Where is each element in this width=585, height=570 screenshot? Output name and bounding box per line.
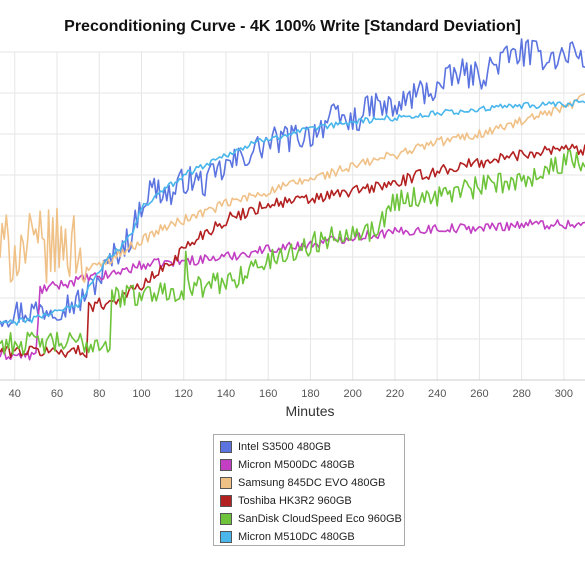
legend-swatch <box>220 441 232 453</box>
x-tick-label: 120 <box>175 388 193 400</box>
series-line-toshiba-hk3r2-960gb <box>0 143 585 359</box>
legend-item-intel-s3500[interactable]: Intel S3500 480GB <box>220 438 404 456</box>
chart-title: Preconditioning Curve - 4K 100% Write [S… <box>64 18 521 35</box>
legend-label: Toshiba HK3R2 960GB <box>238 495 352 507</box>
legend: Intel S3500 480GB Micron M500DC 480GB Sa… <box>213 434 405 546</box>
legend-swatch <box>220 531 232 543</box>
x-tick-label: 140 <box>217 388 235 400</box>
legend-swatch <box>220 459 232 471</box>
x-tick-label: 260 <box>470 388 488 400</box>
x-tick-label: 40 <box>9 388 21 400</box>
x-axis-label: Minutes <box>285 403 335 419</box>
x-tick-label: 220 <box>386 388 404 400</box>
legend-item-samsung-845dc[interactable]: Samsung 845DC EVO 480GB <box>220 474 404 492</box>
legend-label: Intel S3500 480GB <box>238 441 331 453</box>
legend-item-micron-m500dc[interactable]: Micron M500DC 480GB <box>220 456 404 474</box>
x-tick-label: 300 <box>555 388 573 400</box>
plot-area: 40 60 80 100 120 140 160 180 200 220 240 260 280 300 <box>0 38 585 400</box>
x-axis-ticks: 40 60 80 100 120 140 160 180 200 220 240 260 280 300 <box>9 388 573 400</box>
legend-swatch <box>220 477 232 489</box>
series-line-sandisk-cloudspeed-eco-960gb <box>0 149 585 356</box>
x-tick-label: 160 <box>259 388 277 400</box>
x-tick-label: 60 <box>51 388 63 400</box>
legend-item-micron-m510dc[interactable]: Micron M510DC 480GB <box>220 528 404 546</box>
legend-label: Micron M500DC 480GB <box>238 459 355 471</box>
legend-label: Samsung 845DC EVO 480GB <box>238 477 386 489</box>
x-tick-label: 80 <box>93 388 105 400</box>
legend-item-toshiba-hk3r2[interactable]: Toshiba HK3R2 960GB <box>220 492 404 510</box>
series-line-micron-m510dc-480gb <box>0 99 585 326</box>
series-line-intel-s3500-480gb <box>0 38 585 328</box>
legend-label: SanDisk CloudSpeed Eco 960GB <box>238 513 402 525</box>
legend-swatch <box>220 513 232 525</box>
legend-item-sandisk-cloudspeed[interactable]: SanDisk CloudSpeed Eco 960GB <box>220 510 404 528</box>
x-tick-label: 180 <box>301 388 319 400</box>
x-tick-label: 280 <box>512 388 530 400</box>
legend-swatch <box>220 495 232 507</box>
x-tick-label: 100 <box>132 388 150 400</box>
x-tick-label: 200 <box>344 388 362 400</box>
x-tick-label: 240 <box>428 388 446 400</box>
series-lines <box>0 38 585 361</box>
series-line-samsung-845dc-evo-480gb <box>0 93 585 284</box>
legend-label: Micron M510DC 480GB <box>238 531 355 543</box>
